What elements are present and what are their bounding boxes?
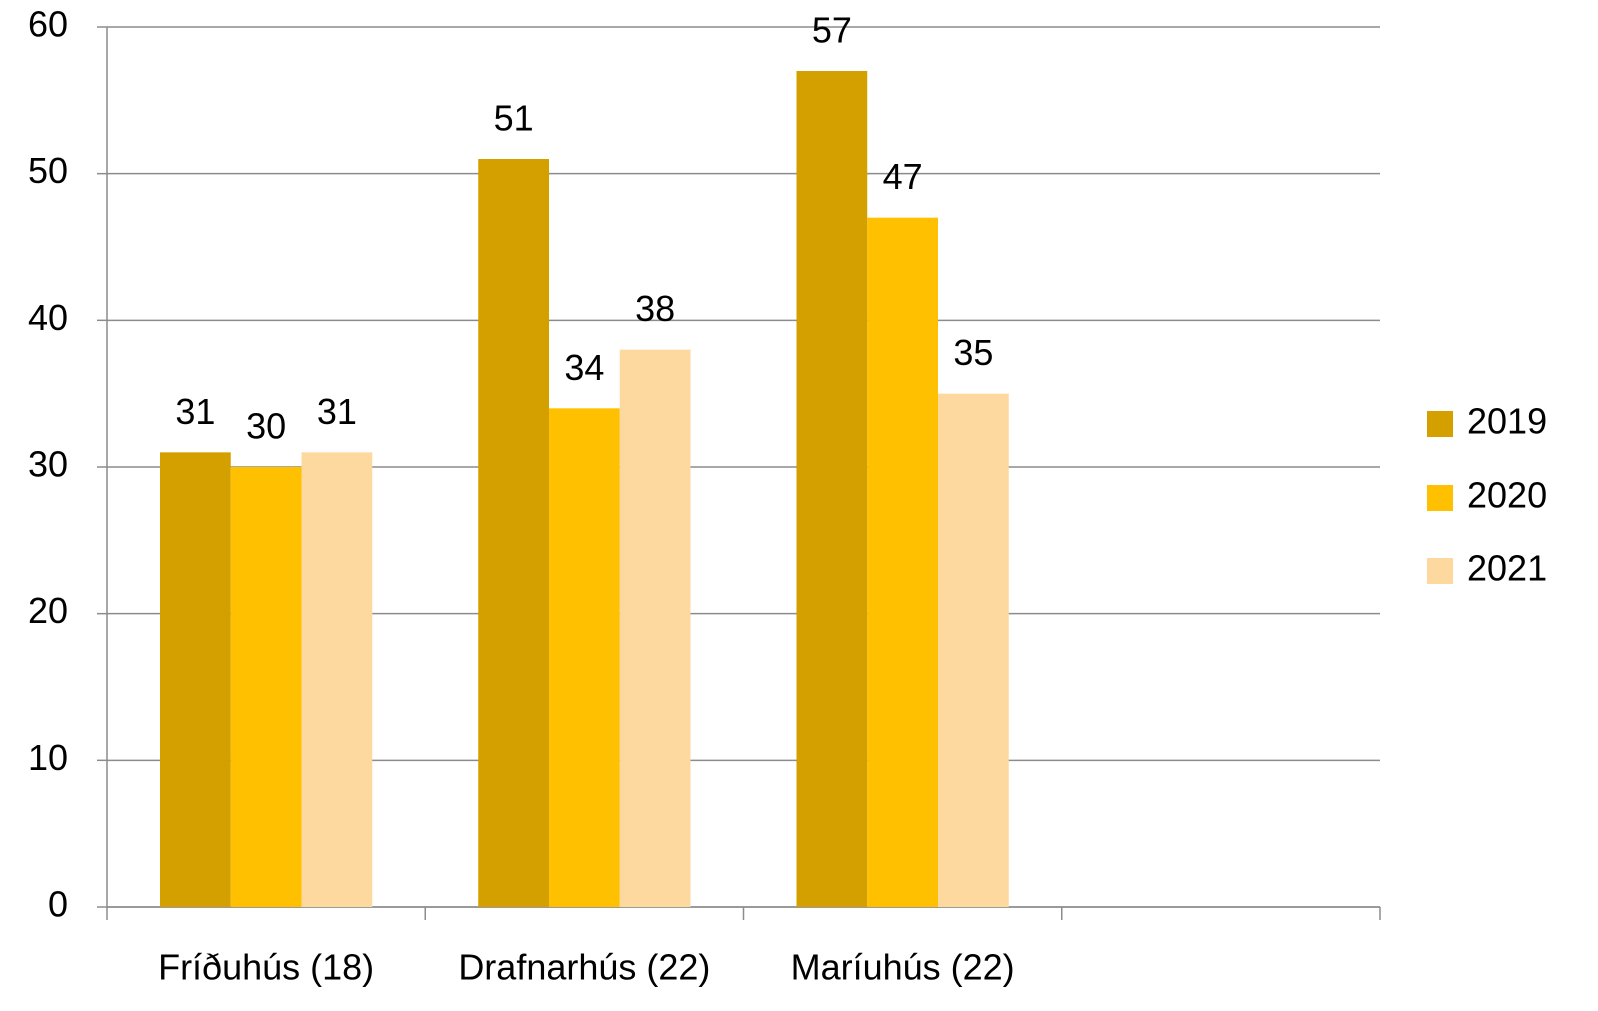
x-tick-label: Maríuhús (22): [791, 947, 1015, 988]
bar: [548, 408, 620, 907]
y-tick-label: 0: [48, 884, 68, 925]
value-label: 34: [564, 347, 604, 388]
bar: [159, 452, 231, 907]
y-tick-label: 20: [28, 590, 68, 631]
legend-label: 2020: [1467, 475, 1547, 516]
bar: [938, 393, 1009, 908]
legend-label: 2019: [1467, 401, 1547, 442]
bar: [796, 71, 868, 907]
y-tick-label: 40: [28, 297, 68, 338]
value-label: 30: [246, 406, 286, 447]
bar: [478, 159, 549, 907]
y-tick-label: 10: [28, 737, 68, 778]
x-tick-label: Drafnarhús (22): [458, 947, 710, 988]
legend-label: 2021: [1467, 548, 1547, 589]
value-label: 35: [953, 332, 993, 373]
bar: [230, 467, 302, 907]
bar: [301, 452, 373, 907]
legend-swatch: [1427, 485, 1453, 511]
legend-swatch: [1427, 411, 1453, 437]
legend-swatch: [1427, 558, 1453, 584]
bar: [619, 349, 691, 908]
value-label: 47: [883, 156, 923, 197]
bar: [867, 217, 939, 907]
value-label: 31: [175, 391, 215, 432]
x-tick-label: Fríðuhús (18): [158, 947, 374, 988]
y-tick-label: 50: [28, 150, 68, 191]
value-label: 38: [635, 288, 675, 329]
value-label: 57: [812, 10, 852, 51]
y-tick-label: 60: [28, 4, 68, 45]
value-label: 51: [494, 98, 534, 139]
value-label: 31: [317, 391, 357, 432]
y-tick-label: 30: [28, 444, 68, 485]
